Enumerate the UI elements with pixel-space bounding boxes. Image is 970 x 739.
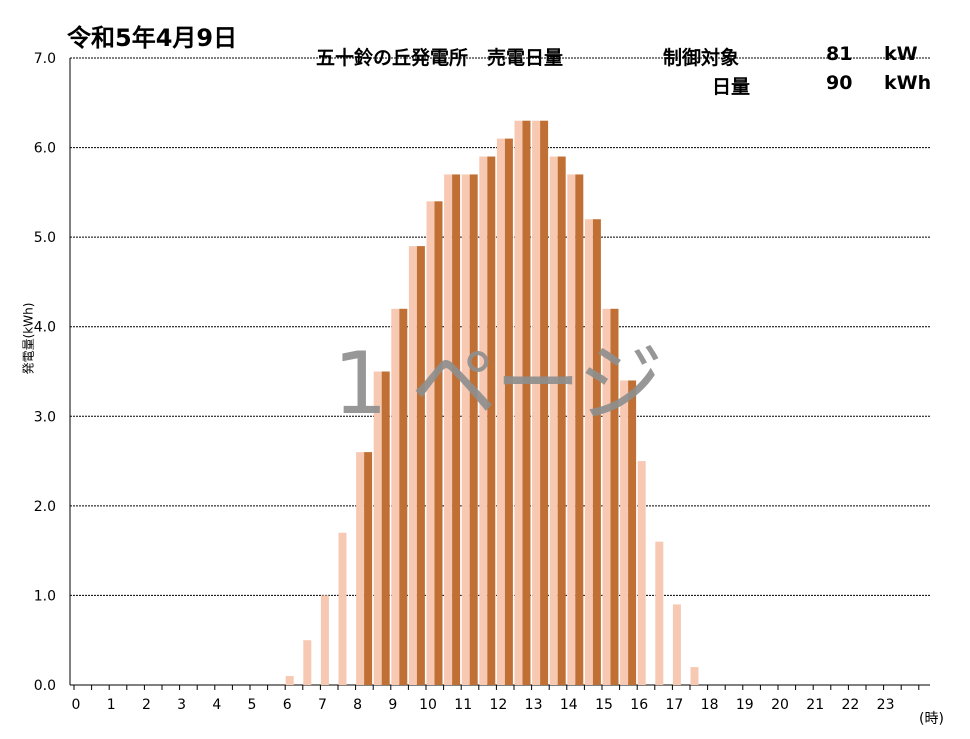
- y-tick-label: 1.0: [34, 588, 56, 604]
- bar-light: [514, 120, 523, 685]
- bar-light: [461, 174, 470, 685]
- bar-light: [338, 532, 347, 685]
- x-tick-label: 1: [107, 697, 116, 713]
- bar-dark: [540, 120, 549, 685]
- daily-label: 日量: [712, 76, 751, 98]
- bar-dark: [592, 219, 601, 685]
- x-tick-label: 5: [248, 697, 257, 713]
- bar-light: [690, 667, 699, 685]
- page-watermark: 1 ページ: [333, 334, 663, 434]
- bar-light: [320, 595, 329, 685]
- bar-light: [549, 156, 558, 685]
- bar-light: [426, 201, 435, 686]
- bar-dark: [452, 174, 461, 685]
- y-tick-label: 7.0: [34, 51, 56, 67]
- bar-light: [303, 640, 312, 685]
- x-tick-label: 4: [212, 697, 221, 713]
- daily-value: 90: [826, 72, 853, 94]
- x-tick-label: 3: [177, 697, 186, 713]
- x-tick-label: 21: [806, 697, 824, 713]
- bar-light: [408, 246, 417, 685]
- x-tick-label: 23: [877, 697, 895, 713]
- y-tick-label: 4.0: [34, 320, 56, 336]
- bar-dark: [522, 120, 531, 685]
- x-tick-label: 7: [318, 697, 327, 713]
- y-tick-label: 6.0: [34, 141, 56, 157]
- y-tick-label: 5.0: [34, 230, 56, 246]
- bar-dark: [557, 156, 566, 685]
- bar-light: [567, 174, 576, 685]
- bar-dark: [575, 174, 584, 685]
- x-tick-label: 22: [841, 697, 859, 713]
- bar-dark: [487, 156, 496, 685]
- bar-light: [602, 308, 611, 685]
- x-tick-label: 17: [665, 697, 683, 713]
- bar-light: [672, 604, 681, 685]
- x-tick-label: 2: [142, 697, 151, 713]
- x-tick-label: 6: [283, 697, 292, 713]
- bar-dark: [469, 174, 478, 685]
- x-tick-label: 11: [454, 697, 472, 713]
- bar-light: [532, 120, 541, 685]
- bar-light: [496, 138, 505, 686]
- x-axis-unit: (時): [919, 711, 944, 727]
- x-tick-label: 20: [771, 697, 789, 713]
- bar-light: [356, 452, 365, 685]
- bar-light: [655, 541, 664, 685]
- x-tick-label: 13: [525, 697, 543, 713]
- bar-dark: [381, 371, 390, 685]
- bar-dark: [434, 201, 443, 686]
- control-value: 81: [826, 43, 853, 65]
- x-tick-label: 9: [388, 697, 397, 713]
- control-unit: kW: [884, 43, 918, 65]
- y-tick-label: 0.0: [34, 678, 56, 694]
- bar-light: [584, 219, 593, 685]
- bar-dark: [399, 308, 408, 685]
- x-tick-label: 18: [701, 697, 719, 713]
- bar-dark: [628, 380, 637, 685]
- y-tick-label: 3.0: [34, 409, 56, 425]
- bar-light: [479, 156, 488, 685]
- x-tick-label: 0: [72, 697, 81, 713]
- bar-light: [444, 174, 453, 685]
- bar-light: [373, 371, 382, 685]
- x-tick-label: 14: [560, 697, 578, 713]
- x-tick-label: 10: [419, 697, 437, 713]
- y-tick-label: 2.0: [34, 499, 56, 515]
- bar-dark: [364, 452, 373, 685]
- bar-dark: [504, 138, 513, 686]
- x-tick-label: 15: [595, 697, 613, 713]
- x-tick-label: 16: [630, 697, 648, 713]
- daily-unit: kWh: [884, 72, 932, 94]
- x-tick-label: 12: [489, 697, 507, 713]
- date-title: 令和5年4月9日: [67, 24, 238, 52]
- bar-dark: [416, 246, 425, 685]
- bar-dark: [610, 308, 619, 685]
- x-tick-label: 19: [736, 697, 754, 713]
- bar-light: [285, 676, 294, 685]
- bar-light: [637, 461, 646, 685]
- bar-light: [391, 308, 400, 685]
- x-tick-label: 8: [353, 697, 362, 713]
- bar-light: [620, 380, 629, 685]
